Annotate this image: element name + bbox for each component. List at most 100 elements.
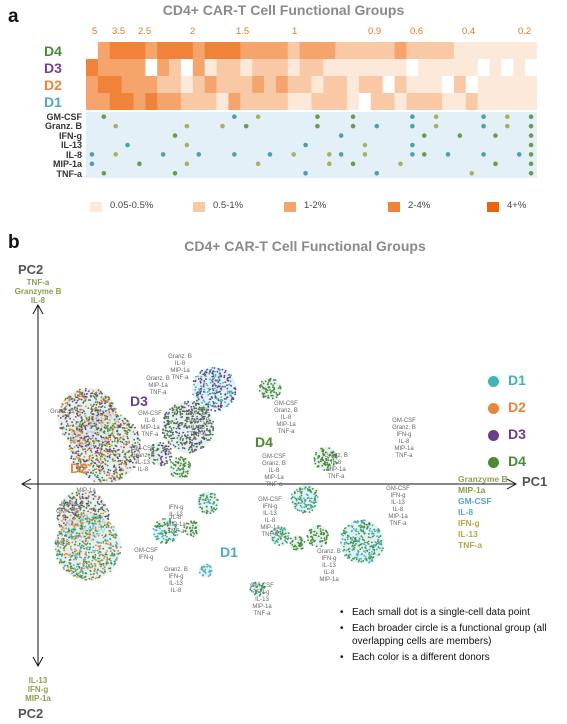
heatmap-cell (228, 93, 241, 110)
heatmap-cell (121, 76, 134, 93)
cell-dot-group (340, 519, 384, 564)
heatmap-cell (311, 59, 324, 76)
heatmap-top-tick: 0.9 (368, 26, 382, 37)
cytokine-dot (433, 123, 439, 129)
heatmap-cell (86, 42, 99, 59)
pc1-right-loading: IL-13 (458, 529, 478, 539)
heatmap-cell (453, 42, 467, 59)
heatmap-cell (169, 76, 182, 93)
group-label: IFN-g GM-CSF (50, 502, 86, 516)
heatmap-cell (442, 76, 455, 93)
group-label-line: MIP-1a (76, 488, 96, 494)
heatmap-cell (228, 42, 241, 59)
group-label-line: MIP-1a (264, 475, 284, 481)
heatmap-cell (157, 42, 170, 59)
heatmap-cell (121, 93, 134, 110)
heatmap-cell (169, 59, 182, 76)
cytokine-label: GM-CSF (46, 112, 83, 122)
cytokine-dot (89, 152, 95, 157)
heatmap-cell (275, 93, 289, 110)
heatmap-cell (287, 76, 300, 93)
heatmap-top-tick: 2.5 (138, 26, 152, 37)
group-label-line: GM-CSF (386, 486, 410, 492)
heatmap-cell (406, 59, 419, 76)
donor-legend-dot (488, 403, 499, 414)
cell-dot-group (170, 456, 192, 478)
pc1-right-loading: IL-8 (458, 507, 474, 517)
heatmap-cell (335, 93, 348, 110)
heatmap-cell (133, 42, 146, 59)
heatmap-cell (477, 59, 490, 76)
group-label: GM-CSF IFN-g IL-13 IL-8 MIP-1a TNF-a (252, 497, 288, 539)
cytokine-dot (255, 161, 261, 167)
heatmap-cell (192, 59, 205, 76)
heatmap-cell (121, 59, 134, 76)
heatmap-cell (477, 93, 490, 110)
heatmap-cell (216, 93, 229, 110)
heatmap-cell (264, 42, 277, 59)
heatmap-legend-label: 1-2% (304, 200, 327, 211)
note-text: Each small dot is a single-cell data poi… (352, 607, 530, 618)
inline-donor-label: D3 (130, 393, 148, 409)
pc2-top-loadings: TNF-a Granzyme B IL-8 (10, 278, 66, 305)
heatmap-cell (442, 93, 455, 110)
heatmap-legend-label: 0.05-0.5% (110, 200, 154, 211)
heatmap-cell (192, 76, 205, 93)
heatmap-cell (216, 76, 229, 93)
group-label-line: IL-13 (55, 540, 69, 546)
cytokine-dot (232, 114, 237, 120)
group-label-line: Granz. B (168, 354, 192, 360)
group-label-line: Granz. B (317, 549, 341, 555)
cytokine-dot (481, 123, 486, 129)
pc2-top-loading: IL-8 (30, 296, 46, 305)
cytokine-dot (374, 123, 380, 129)
cytokine-dot (243, 123, 249, 129)
cytokine-dot (327, 152, 332, 157)
group-label-line: TNF-a (167, 529, 185, 535)
note-item: • Each small dot is a single-cell data po… (340, 606, 565, 619)
heatmap-cell (145, 93, 158, 110)
cytokine-dot (505, 114, 510, 120)
cytokine-dot (445, 152, 451, 157)
cell-dot-group (270, 526, 290, 546)
cytokine-dot (410, 123, 415, 129)
pc1-right-loading: MIP-1a (458, 485, 486, 495)
group-label: GM-CSF Granz. B IFN-g IL-8 MIP-1a TNF-a (386, 418, 422, 460)
heatmap-cell (358, 76, 372, 93)
heatmap-cell (525, 76, 537, 93)
cell-dot-group (198, 492, 220, 515)
group-label: Granz. B MIP-1a TNF-a (140, 376, 176, 397)
group-label-line: IL-8 (392, 507, 404, 513)
group-label-line: Granz. B (392, 425, 416, 431)
heatmap-cell (252, 76, 265, 93)
cytokine-label: MIP-1a (52, 159, 82, 170)
cell-dot-group (68, 410, 141, 483)
group-label: IL-13 (44, 540, 80, 547)
heatmap-legend-swatch (193, 202, 205, 212)
heatmap-cell (252, 93, 265, 110)
heatmap-cell (86, 76, 99, 93)
axis-arrowhead (506, 478, 518, 490)
heatmap-cell (264, 93, 277, 110)
heatmap-cell (513, 42, 526, 59)
group-label: GM-CSF IFN-g IL-13 IL-8 MIP-1a TNF-a (380, 486, 416, 528)
group-label-line: MIP-1a (260, 525, 280, 531)
heatmap-cell (109, 59, 122, 76)
group-label-line: MIP-1a (388, 514, 408, 520)
heatmap-cell (240, 76, 253, 93)
group-label-line: IL-13 (255, 597, 269, 603)
cytokine-dot (267, 152, 273, 157)
group-label-line: Granz. B (274, 408, 298, 414)
group-label-line: IL-8 (170, 588, 182, 594)
cytokine-label: Granz. B (44, 121, 82, 132)
heatmap-cell (204, 76, 217, 93)
group-label-line: IFN-g (396, 432, 412, 438)
cell-dot-group (249, 581, 266, 597)
cell-dot-group (161, 400, 215, 454)
heatmap-cell (264, 76, 277, 93)
group-label-line: MIP-1a (326, 467, 346, 473)
pc2-bottom-loadings: IL-13 IFN-g MIP-1a (10, 676, 66, 703)
heatmap-cell (204, 93, 217, 110)
heatmap-cell (97, 42, 111, 59)
heatmap-cell (275, 42, 289, 59)
